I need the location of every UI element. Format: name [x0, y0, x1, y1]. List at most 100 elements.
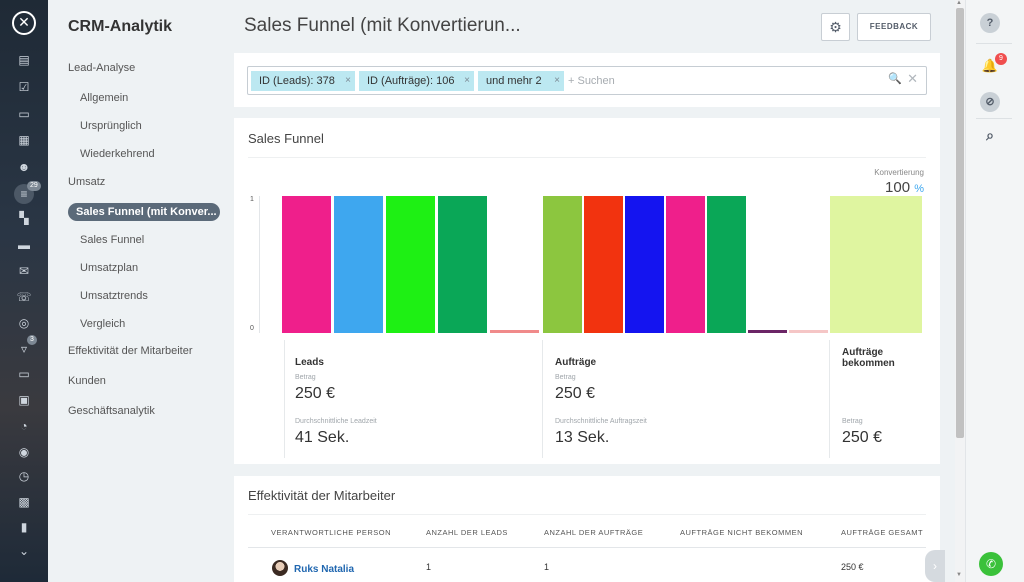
chat-icon[interactable]: ▭ — [18, 107, 30, 121]
filter-card: ID (Leads): 378 × ID (Aufträge): 106 × u… — [234, 53, 940, 107]
home-icon[interactable]: ▤ — [18, 53, 30, 67]
nav-item-vergleich[interactable]: Vergleich — [80, 318, 126, 330]
won-amount: 250 € — [842, 429, 883, 446]
notification-badge: 9 — [995, 53, 1007, 65]
leads-time: 41 Sek. — [295, 429, 350, 446]
filter-tag-label: ID (Leads): 378 — [259, 75, 335, 87]
filter-tag[interactable]: ID (Leads): 378 × — [251, 71, 355, 91]
column-header[interactable]: AUFTRÄGE GESAMT — [841, 528, 924, 537]
user-link[interactable]: Ruks Natalia — [294, 564, 355, 575]
column-header[interactable]: ANZAHL DER LEADS — [426, 528, 508, 537]
funnel-bar[interactable] — [666, 196, 705, 333]
nav-item-umsatz[interactable]: Umsatz — [68, 176, 106, 188]
funnel-bar[interactable] — [830, 196, 922, 333]
nav-item-sales-funnel[interactable]: Sales Funnel — [80, 234, 145, 246]
sites-icon[interactable]: ▭ — [18, 367, 30, 381]
avatar — [272, 560, 288, 576]
scrollbar-thumb[interactable] — [956, 8, 964, 438]
card-title: Sales Funnel — [248, 131, 324, 146]
funnel-bar[interactable] — [789, 330, 828, 333]
nav-item-umsatzplan[interactable]: Umsatzplan — [80, 262, 139, 274]
window-icon[interactable]: ▣ — [18, 393, 30, 407]
target-icon[interactable]: ◎ — [18, 316, 30, 330]
nav-item-urspruenglich[interactable]: Ursprünglich — [80, 120, 142, 132]
nav-item-wiederkehrend[interactable]: Wiederkehrend — [80, 148, 155, 160]
divider — [829, 340, 830, 458]
clear-icon[interactable]: ✕ — [907, 71, 918, 86]
filter-box[interactable]: ID (Leads): 378 × ID (Aufträge): 106 × u… — [247, 66, 927, 95]
calendar-icon[interactable]: ▦ — [18, 133, 30, 147]
y-tick-label: 0 — [250, 325, 254, 332]
target-icon-2[interactable]: ◉ — [18, 445, 30, 459]
column-header[interactable]: VERANTWORTLICHE PERSON — [271, 528, 392, 537]
sales-funnel-card: Sales Funnel Konvertierung 100 % 1 0 Lea… — [234, 118, 940, 464]
orders-title: Aufträge — [555, 357, 597, 368]
mail-icon[interactable]: ✉ — [18, 264, 30, 278]
do-not-disturb-icon[interactable]: ⊘ — [980, 92, 1000, 112]
won-title: Aufträge bekommen — [842, 347, 895, 369]
conversion-unit: % — [914, 183, 924, 195]
nav-item-umsatztrends[interactable]: Umsatztrends — [80, 290, 148, 302]
chevron-right-icon[interactable]: › — [925, 550, 945, 582]
column-header[interactable]: ANZAHL DER AUFTRÄGE — [544, 528, 644, 537]
nav-item-active[interactable]: Sales Funnel (mit Konver... — [68, 203, 220, 221]
feedback-button[interactable]: FEEDBACK — [857, 13, 931, 41]
funnel-bar[interactable] — [584, 196, 623, 333]
gear-icon[interactable]: ⚙ — [821, 13, 850, 41]
conversion-label: Konvertierung — [874, 168, 924, 177]
column-header[interactable]: AUFTRÄGE NICHT BEKOMMEN — [680, 528, 804, 537]
search-icon[interactable]: ⌕ — [986, 127, 994, 143]
divider — [542, 340, 543, 458]
funnel-bar[interactable] — [625, 196, 664, 333]
divider — [976, 118, 1012, 119]
scroll-down-icon[interactable]: ▼ — [956, 572, 962, 578]
more-icon[interactable]: ⌄ — [18, 544, 30, 558]
divider — [248, 157, 926, 158]
cart-icon[interactable]: ▿ — [20, 342, 28, 356]
nav-item-kunden[interactable]: Kunden — [68, 375, 106, 387]
id-card-icon[interactable]: ▩ — [18, 495, 30, 509]
funnel-bar[interactable] — [490, 330, 539, 333]
nav-title: CRM-Analytik — [68, 18, 173, 35]
leads-amount: 250 € — [295, 385, 336, 402]
tasks-icon[interactable]: ☑ — [18, 80, 30, 94]
scroll-up-icon[interactable]: ▲ — [956, 0, 962, 6]
funnel-bar[interactable] — [282, 196, 331, 333]
help-icon[interactable]: ? — [980, 13, 1000, 33]
dollar-icon[interactable]: ◔ — [20, 419, 28, 433]
leads-count: 1 — [426, 562, 432, 572]
nav-item-geschaeftsanalytik[interactable]: Geschäftsanalytik — [68, 405, 155, 417]
funnel-bar[interactable] — [707, 196, 746, 333]
leads-amount-label: Betrag — [295, 374, 316, 381]
filter-tag[interactable]: und mehr 2 × — [478, 71, 564, 91]
nav-item-lead-analyse[interactable]: Lead-Analyse — [68, 62, 136, 74]
nav-item-allgemein[interactable]: Allgemein — [80, 92, 129, 104]
filter-tag[interactable]: ID (Aufträge): 106 × — [359, 71, 474, 91]
divider — [248, 547, 926, 548]
search-input[interactable]: + Suchen — [568, 75, 615, 87]
grid-icon[interactable]: ▚ — [19, 211, 29, 225]
funnel-bar[interactable] — [543, 196, 582, 333]
funnel-bar[interactable] — [334, 196, 383, 333]
tag-close-icon[interactable]: × — [345, 75, 351, 86]
funnel-bar[interactable] — [386, 196, 435, 333]
orders-amount-label: Betrag — [555, 374, 576, 381]
tag-close-icon[interactable]: × — [554, 75, 560, 86]
nav-item-effektivitaet[interactable]: Effektivität der Mitarbeiter — [68, 345, 193, 357]
close-icon[interactable]: ✕ — [12, 11, 36, 35]
orders-time-label: Durchschnittliche Auftragszeit — [555, 418, 647, 425]
store-icon[interactable]: ▬ — [18, 238, 30, 252]
phone-icon[interactable]: ☏ — [16, 290, 32, 304]
cart-badge: 3 — [27, 335, 37, 345]
contacts-icon[interactable]: ☻ — [17, 160, 31, 174]
tag-close-icon[interactable]: × — [464, 75, 470, 86]
crm-badge: 29 — [27, 181, 41, 191]
bell-icon[interactable]: 🔔 — [981, 58, 999, 73]
funnel-bar[interactable] — [748, 330, 787, 333]
phone-icon[interactable]: ✆ — [979, 552, 1003, 576]
funnel-bar[interactable] — [438, 196, 487, 333]
clock-icon[interactable]: ◷ — [18, 469, 30, 483]
y-axis — [259, 196, 260, 333]
search-icon[interactable]: 🔍 — [888, 73, 902, 85]
analytics-icon[interactable]: ▮ — [20, 520, 28, 534]
